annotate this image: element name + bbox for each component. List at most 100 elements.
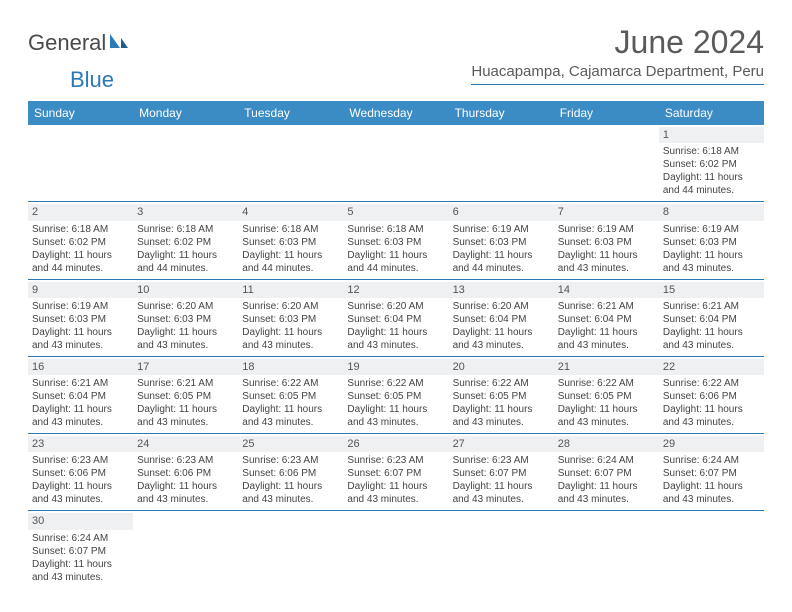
day-number: 26 — [343, 436, 448, 452]
daylight-line1: Daylight: 11 hours — [347, 480, 444, 493]
sunrise-line: Sunrise: 6:24 AM — [32, 532, 129, 545]
sunrise-line: Sunrise: 6:19 AM — [453, 223, 550, 236]
daylight-line2: and 43 minutes. — [453, 339, 550, 352]
calendar-day-cell: 2Sunrise: 6:18 AMSunset: 6:02 PMDaylight… — [28, 202, 133, 279]
daylight-line1: Daylight: 11 hours — [32, 480, 129, 493]
day-number: 14 — [554, 282, 659, 298]
daylight-line2: and 44 minutes. — [32, 262, 129, 275]
daylight-line1: Daylight: 11 hours — [663, 480, 760, 493]
sunrise-line: Sunrise: 6:20 AM — [347, 300, 444, 313]
sunset-line: Sunset: 6:07 PM — [663, 467, 760, 480]
sunrise-line: Sunrise: 6:22 AM — [242, 377, 339, 390]
daylight-line1: Daylight: 11 hours — [453, 326, 550, 339]
calendar-day-cell: 27Sunrise: 6:23 AMSunset: 6:07 PMDayligh… — [449, 434, 554, 511]
day-number: 29 — [659, 436, 764, 452]
calendar-empty-cell — [238, 125, 343, 202]
sunset-line: Sunset: 6:03 PM — [242, 313, 339, 326]
weekday-header-row: SundayMondayTuesdayWednesdayThursdayFrid… — [28, 101, 764, 125]
daylight-line1: Daylight: 11 hours — [663, 403, 760, 416]
calendar-day-cell: 26Sunrise: 6:23 AMSunset: 6:07 PMDayligh… — [343, 434, 448, 511]
day-number: 2 — [28, 204, 133, 220]
daylight-line2: and 44 minutes. — [347, 262, 444, 275]
daylight-line1: Daylight: 11 hours — [137, 480, 234, 493]
sunset-line: Sunset: 6:03 PM — [137, 313, 234, 326]
daylight-line2: and 43 minutes. — [32, 493, 129, 506]
day-number: 7 — [554, 204, 659, 220]
daylight-line1: Daylight: 11 hours — [242, 249, 339, 262]
sunset-line: Sunset: 6:04 PM — [347, 313, 444, 326]
calendar-day-cell: 24Sunrise: 6:23 AMSunset: 6:06 PMDayligh… — [133, 434, 238, 511]
sunset-line: Sunset: 6:05 PM — [347, 390, 444, 403]
calendar-empty-cell — [133, 511, 238, 588]
sunset-line: Sunset: 6:03 PM — [558, 236, 655, 249]
day-number: 13 — [449, 282, 554, 298]
sunrise-line: Sunrise: 6:18 AM — [137, 223, 234, 236]
calendar-day-cell: 5Sunrise: 6:18 AMSunset: 6:03 PMDaylight… — [343, 202, 448, 279]
daylight-line2: and 43 minutes. — [558, 339, 655, 352]
weekday-header: Friday — [554, 101, 659, 125]
daylight-line2: and 43 minutes. — [32, 416, 129, 429]
calendar-empty-cell — [554, 511, 659, 588]
daylight-line2: and 43 minutes. — [453, 493, 550, 506]
daylight-line2: and 43 minutes. — [663, 416, 760, 429]
sunset-line: Sunset: 6:02 PM — [32, 236, 129, 249]
calendar-day-cell: 14Sunrise: 6:21 AMSunset: 6:04 PMDayligh… — [554, 279, 659, 356]
daylight-line2: and 43 minutes. — [347, 416, 444, 429]
daylight-line2: and 43 minutes. — [32, 339, 129, 352]
sunset-line: Sunset: 6:06 PM — [242, 467, 339, 480]
calendar-day-cell: 23Sunrise: 6:23 AMSunset: 6:06 PMDayligh… — [28, 434, 133, 511]
daylight-line2: and 43 minutes. — [347, 339, 444, 352]
daylight-line1: Daylight: 11 hours — [32, 403, 129, 416]
calendar-week-row: 2Sunrise: 6:18 AMSunset: 6:02 PMDaylight… — [28, 202, 764, 279]
calendar-day-cell: 21Sunrise: 6:22 AMSunset: 6:05 PMDayligh… — [554, 356, 659, 433]
sunset-line: Sunset: 6:07 PM — [453, 467, 550, 480]
sunset-line: Sunset: 6:03 PM — [453, 236, 550, 249]
sunset-line: Sunset: 6:06 PM — [663, 390, 760, 403]
weekday-header: Saturday — [659, 101, 764, 125]
daylight-line1: Daylight: 11 hours — [663, 171, 760, 184]
calendar-day-cell: 11Sunrise: 6:20 AMSunset: 6:03 PMDayligh… — [238, 279, 343, 356]
day-number: 23 — [28, 436, 133, 452]
calendar-day-cell: 3Sunrise: 6:18 AMSunset: 6:02 PMDaylight… — [133, 202, 238, 279]
calendar-week-row: 23Sunrise: 6:23 AMSunset: 6:06 PMDayligh… — [28, 434, 764, 511]
sunset-line: Sunset: 6:02 PM — [137, 236, 234, 249]
daylight-line1: Daylight: 11 hours — [663, 249, 760, 262]
sunset-line: Sunset: 6:03 PM — [242, 236, 339, 249]
calendar-week-row: 30Sunrise: 6:24 AMSunset: 6:07 PMDayligh… — [28, 511, 764, 588]
weekday-header: Thursday — [449, 101, 554, 125]
day-number: 27 — [449, 436, 554, 452]
sunset-line: Sunset: 6:04 PM — [663, 313, 760, 326]
sunrise-line: Sunrise: 6:22 AM — [663, 377, 760, 390]
daylight-line2: and 44 minutes. — [453, 262, 550, 275]
day-number: 24 — [133, 436, 238, 452]
sunset-line: Sunset: 6:06 PM — [32, 467, 129, 480]
sunset-line: Sunset: 6:03 PM — [32, 313, 129, 326]
sunrise-line: Sunrise: 6:21 AM — [558, 300, 655, 313]
daylight-line2: and 43 minutes. — [663, 262, 760, 275]
calendar-table: SundayMondayTuesdayWednesdayThursdayFrid… — [28, 101, 764, 588]
calendar-week-row: 1Sunrise: 6:18 AMSunset: 6:02 PMDaylight… — [28, 125, 764, 202]
daylight-line1: Daylight: 11 hours — [137, 326, 234, 339]
sunrise-line: Sunrise: 6:23 AM — [137, 454, 234, 467]
day-number: 11 — [238, 282, 343, 298]
sunset-line: Sunset: 6:03 PM — [663, 236, 760, 249]
sunset-line: Sunset: 6:02 PM — [663, 158, 760, 171]
sunrise-line: Sunrise: 6:21 AM — [137, 377, 234, 390]
daylight-line1: Daylight: 11 hours — [347, 249, 444, 262]
daylight-line2: and 43 minutes. — [242, 339, 339, 352]
day-number: 16 — [28, 359, 133, 375]
day-number: 19 — [343, 359, 448, 375]
sunset-line: Sunset: 6:03 PM — [347, 236, 444, 249]
day-number: 30 — [28, 513, 133, 529]
day-number: 1 — [659, 127, 764, 143]
sunset-line: Sunset: 6:05 PM — [453, 390, 550, 403]
daylight-line2: and 43 minutes. — [137, 493, 234, 506]
sunset-line: Sunset: 6:05 PM — [242, 390, 339, 403]
daylight-line1: Daylight: 11 hours — [558, 326, 655, 339]
sunset-line: Sunset: 6:07 PM — [347, 467, 444, 480]
day-number: 22 — [659, 359, 764, 375]
daylight-line1: Daylight: 11 hours — [32, 326, 129, 339]
calendar-day-cell: 12Sunrise: 6:20 AMSunset: 6:04 PMDayligh… — [343, 279, 448, 356]
calendar-day-cell: 8Sunrise: 6:19 AMSunset: 6:03 PMDaylight… — [659, 202, 764, 279]
day-number: 10 — [133, 282, 238, 298]
